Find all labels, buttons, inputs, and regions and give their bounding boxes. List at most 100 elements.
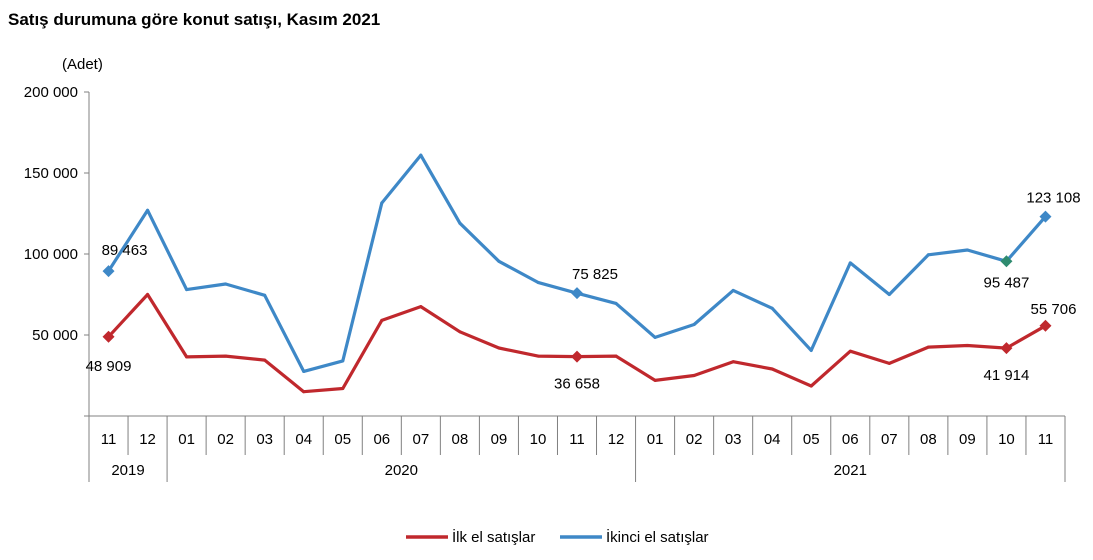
data-point xyxy=(809,384,813,388)
data-point xyxy=(380,201,384,205)
axes: 50 000 100 000 150 000 200 000 11 12 01 02 03 04 0… xyxy=(24,84,1066,482)
x-tick-label: 11 xyxy=(101,431,117,448)
x-tick-label: 09 xyxy=(491,431,508,448)
data-label: 75 825 xyxy=(572,266,618,283)
diamond-marker xyxy=(571,350,583,363)
data-point xyxy=(536,354,540,358)
data-point xyxy=(263,358,267,362)
data-point xyxy=(887,361,891,365)
series-1: 48 909 36 658 41 914 55 706 xyxy=(86,292,1077,394)
data-point xyxy=(926,253,930,257)
x-tick-label: 08 xyxy=(920,431,937,448)
x-tick-label: 04 xyxy=(764,431,781,448)
data-label: 95 487 xyxy=(983,274,1029,291)
x-tick-label: 10 xyxy=(530,431,547,448)
y-tick-label: 200 000 xyxy=(24,84,78,101)
data-point xyxy=(614,354,618,358)
y-unit-label: (Adet) xyxy=(62,56,103,73)
data-point xyxy=(419,305,423,309)
data-point xyxy=(809,348,813,352)
data-point xyxy=(497,259,501,263)
legend-label: İkinci el satışlar xyxy=(606,528,709,546)
x-tick-label: 10 xyxy=(998,431,1015,448)
data-point xyxy=(185,355,189,359)
x-tick-label: 12 xyxy=(139,431,156,448)
x-tick-label: 12 xyxy=(608,431,625,448)
diamond-marker xyxy=(1039,319,1052,332)
x-tick-label: 09 xyxy=(959,431,976,448)
data-point xyxy=(302,390,306,394)
y-tick-label: 50 000 xyxy=(32,327,78,344)
data-label: 48 909 xyxy=(86,358,132,375)
data-point xyxy=(770,367,774,371)
data-label: 55 706 xyxy=(1031,301,1077,318)
data-point xyxy=(497,346,501,350)
diamond-marker xyxy=(102,330,115,343)
diamond-marker xyxy=(1000,255,1013,268)
diamond-marker xyxy=(102,265,115,278)
x-tick-label: 11 xyxy=(569,431,585,448)
x-tick-label: 02 xyxy=(686,431,703,448)
data-label: 41 914 xyxy=(983,367,1029,384)
y-tick-label: 150 000 xyxy=(24,165,78,182)
x-tick-label: 07 xyxy=(412,431,429,448)
x-tick-label: 06 xyxy=(842,431,859,448)
data-point xyxy=(341,359,345,363)
x-tick-label: 06 xyxy=(373,431,390,448)
x-tick-label: 07 xyxy=(881,431,898,448)
data-point xyxy=(731,360,735,364)
x-tick-label: 03 xyxy=(256,431,273,448)
data-point xyxy=(458,221,462,225)
year-label: 2019 xyxy=(111,462,144,479)
diamond-marker xyxy=(571,287,583,300)
data-point xyxy=(341,386,345,390)
x-tick-label: 02 xyxy=(217,431,234,448)
data-point xyxy=(692,322,696,326)
x-tick-label: 03 xyxy=(725,431,742,448)
data-point xyxy=(770,306,774,310)
data-point xyxy=(887,293,891,296)
data-point xyxy=(692,374,696,377)
x-tick-label: 11 xyxy=(1038,431,1054,448)
data-point xyxy=(653,335,657,339)
data-label: 123 108 xyxy=(1026,190,1080,207)
legend-label: İlk el satışlar xyxy=(452,528,535,546)
x-tick-label: 01 xyxy=(178,431,195,448)
data-point xyxy=(848,349,852,353)
data-label: 36 658 xyxy=(554,376,600,393)
legend-item: İlk el satışlar xyxy=(406,528,535,546)
data-point xyxy=(146,293,150,296)
x-tick-label: 05 xyxy=(803,431,820,448)
year-label: 2020 xyxy=(385,462,418,479)
data-point xyxy=(146,208,150,212)
data-point xyxy=(965,248,969,252)
data-point xyxy=(224,354,228,358)
data-point xyxy=(614,301,618,305)
series-2: 89 463 75 825 95 487 123 108 xyxy=(102,153,1081,373)
chart-title: Satış durumuna göre konut satışı, Kasım … xyxy=(8,10,381,29)
data-point xyxy=(965,344,969,348)
legend: İlk el satışlar İkinci el satışlar xyxy=(406,528,709,546)
x-tick-label: 01 xyxy=(647,431,664,448)
data-point xyxy=(458,330,462,334)
y-tick-label: 100 000 xyxy=(24,246,78,263)
diamond-marker xyxy=(1039,210,1052,223)
diamond-marker xyxy=(1000,342,1013,355)
data-point xyxy=(302,369,306,373)
data-label: 89 463 xyxy=(102,242,148,259)
series-layer: 48 909 36 658 41 914 55 706 89 463 75 825 95 4… xyxy=(86,153,1081,394)
legend-item: İkinci el satışlar xyxy=(560,528,709,546)
x-tick-label: 08 xyxy=(452,431,469,448)
data-point xyxy=(848,261,852,265)
data-point xyxy=(263,293,267,297)
series-line xyxy=(106,153,1048,373)
data-point xyxy=(653,378,657,382)
x-tick-label: 04 xyxy=(295,431,312,448)
data-point xyxy=(185,288,189,292)
data-point xyxy=(536,280,540,284)
data-point xyxy=(419,153,423,157)
x-tick-label: 05 xyxy=(334,431,351,448)
data-point xyxy=(224,282,228,286)
data-point xyxy=(731,288,735,292)
